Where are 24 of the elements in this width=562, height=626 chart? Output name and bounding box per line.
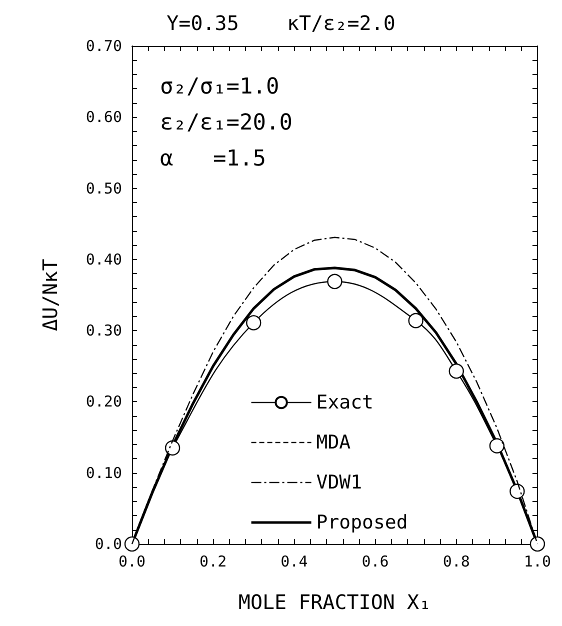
y-tick-label: 0.20	[86, 392, 122, 411]
y-tick-label: 0.0	[94, 535, 122, 553]
x-tick-label: 0.0	[118, 552, 146, 570]
y-tick-label: 0.30	[86, 322, 122, 340]
annotation: α =1.5	[160, 146, 266, 172]
y-tick-label: 0.40	[86, 250, 122, 268]
annotation: σ₂/σ₁=1.0	[160, 74, 280, 100]
y-tick-label: 0.10	[86, 464, 122, 482]
x-tick-label: 1.0	[524, 552, 551, 570]
x-tick-label: 0.6	[362, 552, 389, 570]
x-tick-label: 0.4	[280, 552, 308, 570]
y-tick-label: 0.70	[86, 37, 122, 55]
legend-label: MDA	[316, 432, 352, 454]
legend-label: VDW1	[316, 472, 362, 494]
chart-title: Y=0.35 κT/ε₂=2.0	[166, 11, 396, 35]
x-tick-label: 0.8	[442, 552, 470, 570]
x-tick-label: 0.2	[200, 552, 227, 570]
y-tick-label: 0.50	[86, 179, 122, 198]
annotation: ε₂/ε₁=20.0	[160, 110, 292, 136]
legend-label: Proposed	[316, 512, 408, 534]
legend-label: Exact	[316, 392, 374, 414]
y-tick-label: 0.60	[86, 108, 122, 126]
x-axis-title: MOLE FRACTION X₁	[238, 590, 432, 614]
y-axis-title: ΔU/NκT	[38, 258, 62, 332]
